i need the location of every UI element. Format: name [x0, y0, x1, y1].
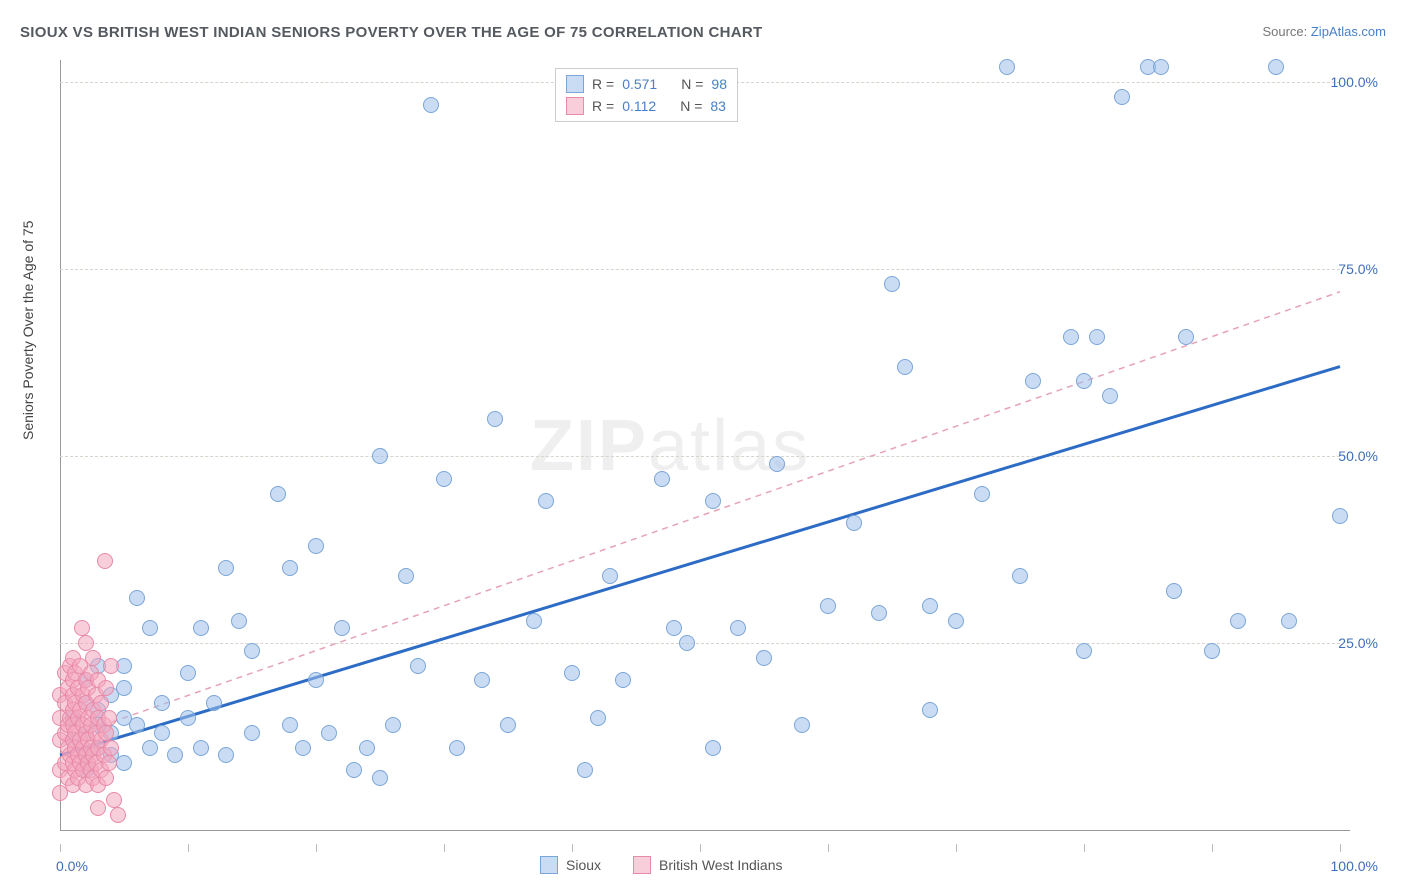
x-tick-end: 100.0%: [1331, 858, 1378, 874]
legend-item: British West Indians: [633, 856, 782, 874]
x-tick-start: 0.0%: [56, 858, 88, 874]
source-link[interactable]: ZipAtlas.com: [1311, 24, 1386, 39]
y-tick-label: 75.0%: [1338, 261, 1378, 277]
source-credit: Source: ZipAtlas.com: [1262, 24, 1386, 39]
y-tick-label: 50.0%: [1338, 448, 1378, 464]
legend-swatch-blue: [540, 856, 558, 874]
chart-title: SIOUX VS BRITISH WEST INDIAN SENIORS POV…: [20, 24, 762, 41]
legend-swatch-blue: [566, 75, 584, 93]
legend-correlation: R = 0.571 N = 98 R = 0.112 N = 83: [555, 68, 738, 122]
x-axis-line: [60, 830, 1350, 831]
legend-row: R = 0.571 N = 98: [566, 73, 727, 95]
trend-lines: [0, 0, 1406, 892]
legend-item: Sioux: [540, 856, 601, 874]
source-label: Source:: [1262, 24, 1310, 39]
y-tick-label: 100.0%: [1331, 74, 1378, 90]
legend-swatch-pink: [633, 856, 651, 874]
y-axis-label: Seniors Poverty Over the Age of 75: [20, 221, 36, 440]
y-tick-label: 25.0%: [1338, 635, 1378, 651]
legend-row: R = 0.112 N = 83: [566, 95, 727, 117]
legend-label: British West Indians: [659, 857, 782, 873]
legend-series: Sioux British West Indians: [540, 856, 783, 874]
legend-label: Sioux: [566, 857, 601, 873]
legend-swatch-pink: [566, 97, 584, 115]
watermark: ZIPatlas: [530, 405, 810, 487]
